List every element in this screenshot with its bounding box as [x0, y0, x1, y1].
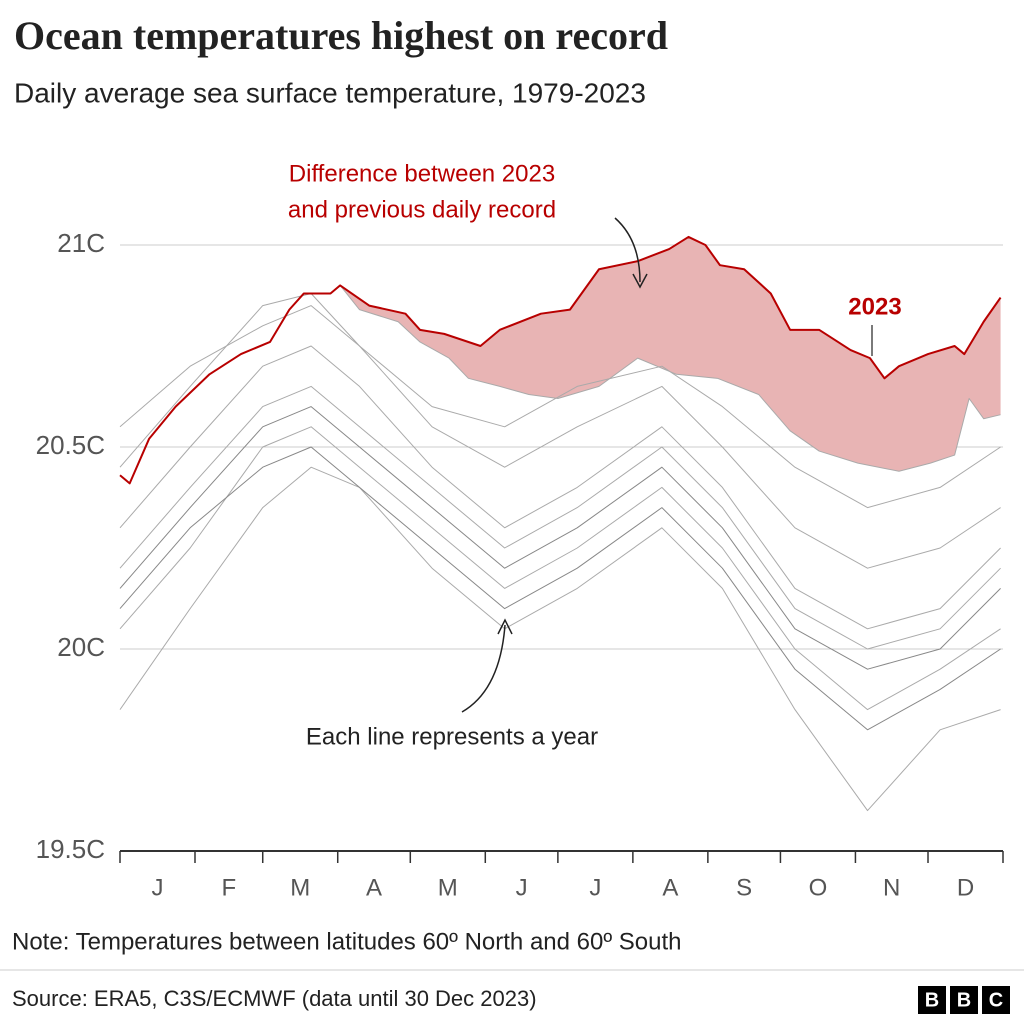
x-tick-label: M — [290, 874, 310, 901]
x-tick-label: J — [151, 874, 163, 901]
arrow — [614, 217, 641, 283]
x-tick-label: J — [516, 874, 528, 901]
year-line — [119, 385, 1001, 650]
year-line — [119, 292, 1001, 569]
year-line — [339, 285, 1001, 472]
x-tick-label: O — [809, 874, 828, 901]
y-tick-label: 20C — [57, 632, 105, 662]
logo-letter: B — [957, 989, 971, 1011]
y-tick-label: 19.5C — [36, 834, 105, 864]
year-line — [119, 406, 1001, 670]
x-tick-label: M — [438, 874, 458, 901]
y-tick-label: 20.5C — [36, 430, 105, 460]
logo-box — [918, 986, 946, 1014]
x-tick-label: F — [222, 874, 237, 901]
x-tick-label: N — [883, 874, 900, 901]
note: Note: Temperatures between latitudes 60º… — [12, 928, 682, 955]
arrow — [461, 624, 506, 713]
difference-area — [340, 236, 1001, 472]
x-tick-label: S — [736, 874, 752, 901]
x-tick-label: D — [957, 874, 974, 901]
year-line — [119, 446, 1001, 731]
arrow-head — [632, 273, 648, 289]
annotation: 2023 — [848, 293, 901, 320]
line-2023 — [119, 235, 1002, 485]
plot-area: 19.5C 20C 20.5C 21C J F M A M J J A S O N D — [36, 228, 1004, 901]
annotation: Difference between 2023 — [289, 160, 555, 187]
year-line — [119, 345, 1001, 630]
source: Source: ERA5, C3S/ECMWF (data until 30 D… — [12, 986, 537, 1011]
y-tick-label: 21C — [57, 228, 105, 258]
chart-title: Ocean temperatures highest on record — [14, 13, 668, 58]
logo-box — [982, 986, 1010, 1014]
logo-box — [950, 986, 978, 1014]
x-tick-label: A — [662, 874, 678, 901]
annotation: and previous daily record — [288, 196, 556, 223]
logo: B B C — [918, 986, 1010, 1014]
year-line — [119, 426, 1001, 711]
year-line — [119, 466, 1001, 812]
logo-letter: C — [989, 989, 1003, 1011]
arrow-head — [497, 618, 513, 635]
chart-subtitle: Daily average sea surface temperature, 1… — [14, 77, 646, 108]
year-line — [119, 305, 1001, 509]
logo-letter: B — [925, 989, 939, 1011]
x-tick-label: A — [366, 874, 382, 901]
annotation: Each line represents a year — [306, 723, 598, 750]
x-tick-label: J — [589, 874, 601, 901]
